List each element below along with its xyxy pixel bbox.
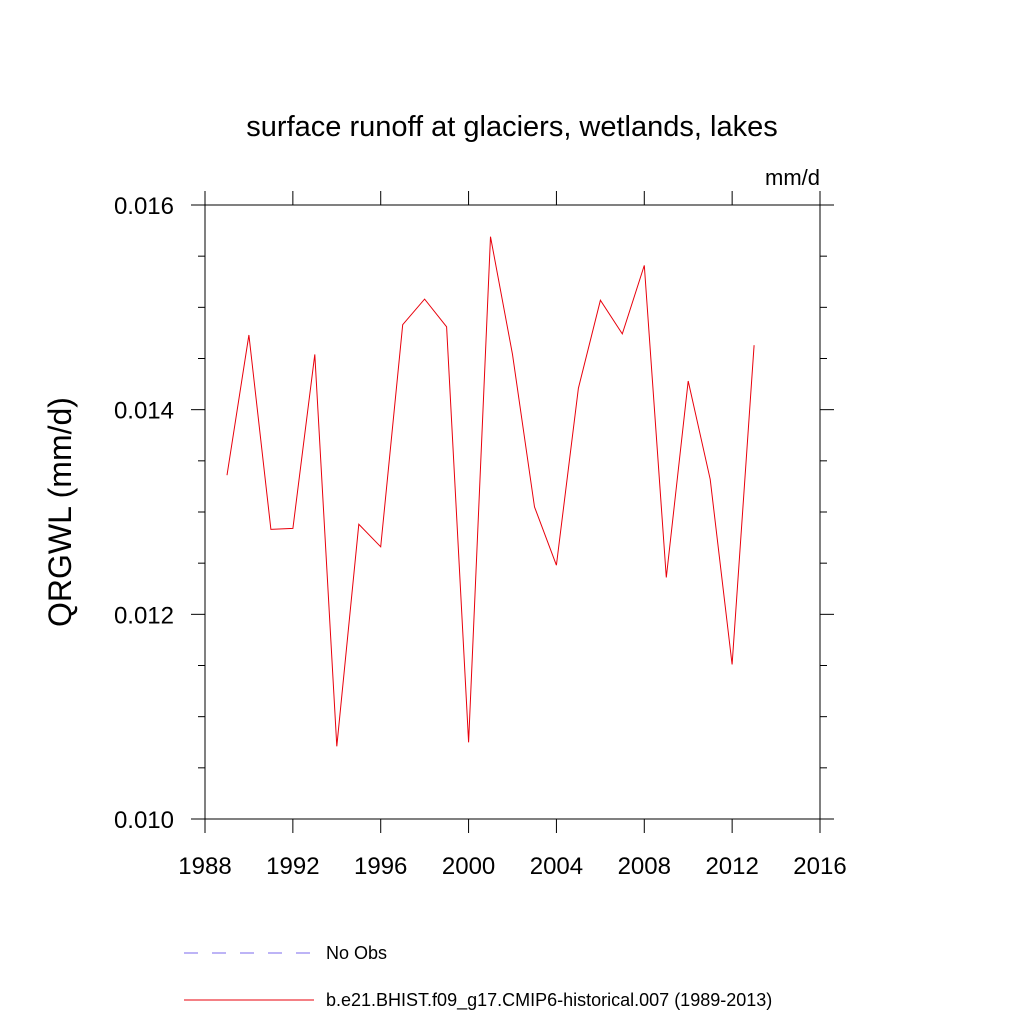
legend-label-model: b.e21.BHIST.f09_g17.CMIP6-historical.007… <box>326 990 772 1011</box>
x-tick-label: 1992 <box>266 853 319 880</box>
plot-frame <box>204 204 821 820</box>
y-tick-label: 0.012 <box>114 602 174 629</box>
y-tick-label: 0.016 <box>114 193 174 220</box>
x-tick-label: 2000 <box>442 853 495 880</box>
y-tick-label: 0.010 <box>114 807 174 834</box>
series-line <box>226 236 755 747</box>
y-axis: 0.010 0.012 0.014 0.016 <box>114 193 834 834</box>
x-tick-label: 2004 <box>530 853 583 880</box>
x-tick-label: 1988 <box>178 853 231 880</box>
legend-label-no-obs: No Obs <box>326 943 387 963</box>
x-tick-label: 1996 <box>354 853 407 880</box>
legend: No Obs b.e21.BHIST.f09_g17.CMIP6-histori… <box>184 943 772 1011</box>
x-axis: 1988 1992 1996 2000 2004 2008 2012 2016 <box>178 191 847 880</box>
x-tick-label: 2012 <box>705 853 758 880</box>
y-axis-label: QRGWL (mm/d) <box>42 397 78 627</box>
series-group <box>226 236 755 747</box>
units-label: mm/d <box>765 165 820 190</box>
y-tick-label: 0.014 <box>114 398 174 425</box>
x-tick-label: 2008 <box>618 853 671 880</box>
chart-title: surface runoff at glaciers, wetlands, la… <box>246 111 777 143</box>
x-tick-label: 2016 <box>793 853 846 880</box>
